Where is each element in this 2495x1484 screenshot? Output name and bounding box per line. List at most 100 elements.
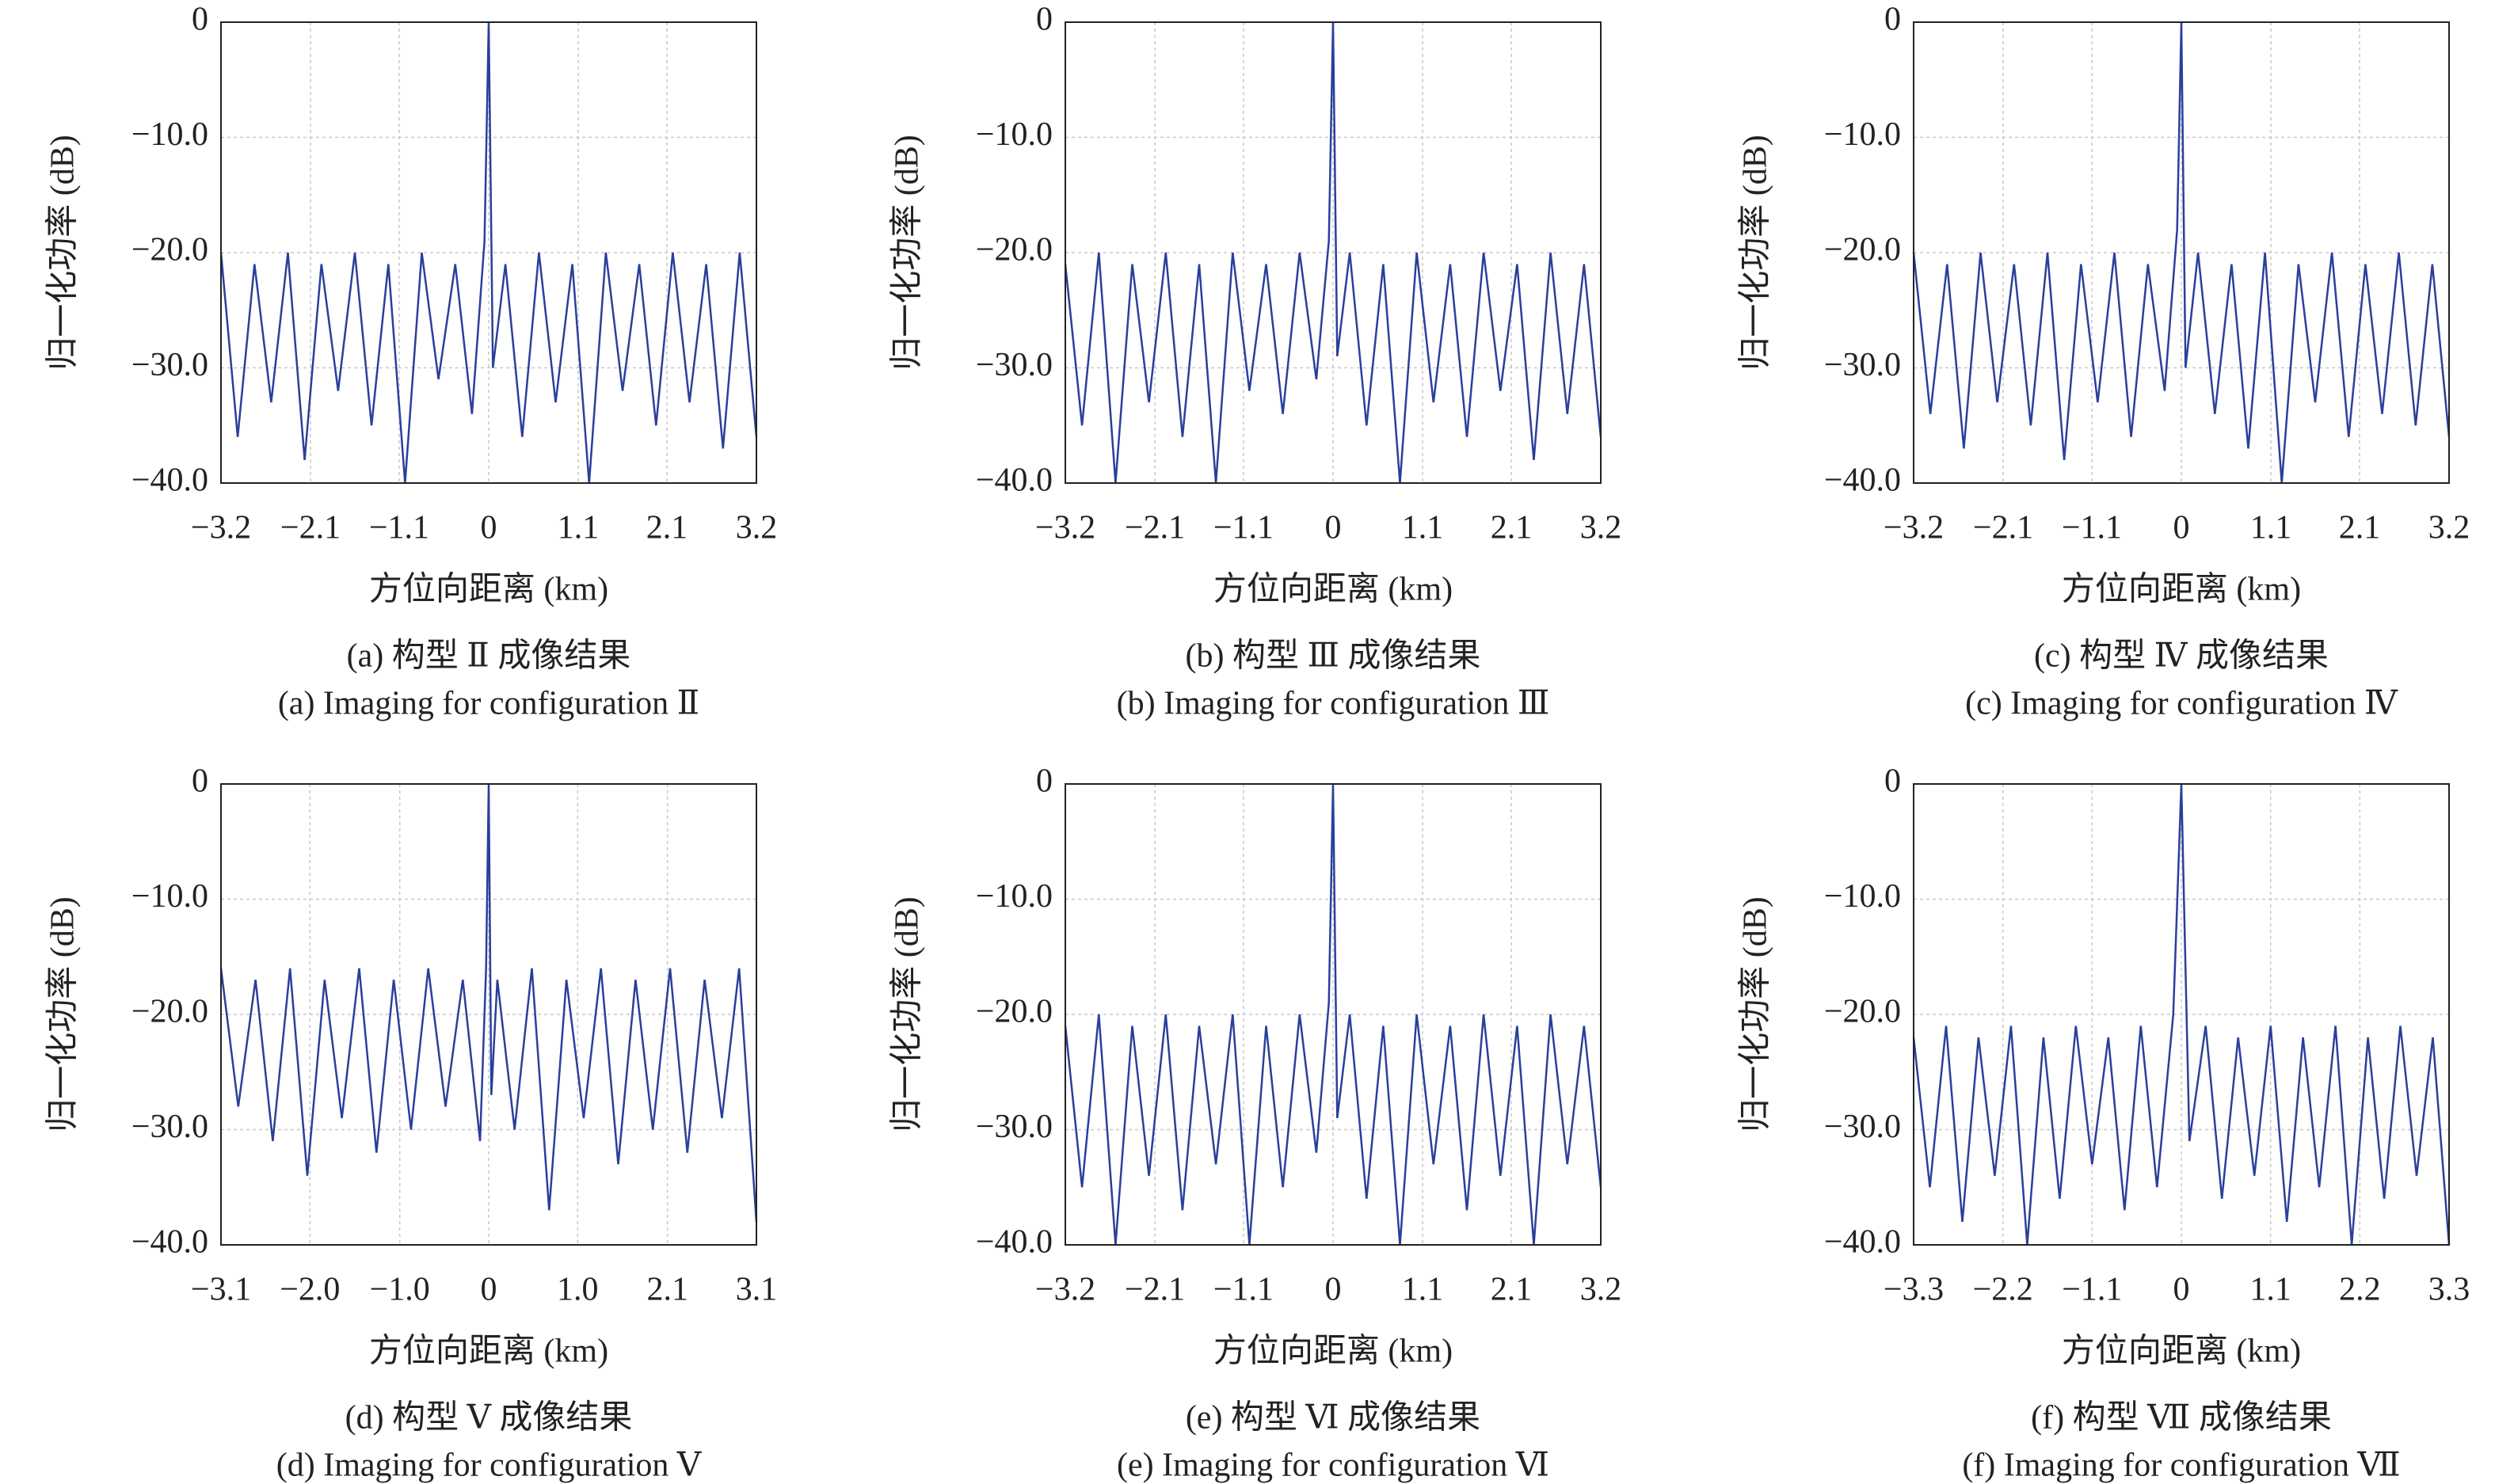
y-axis-label: 归一化功率 (dB) (889, 135, 926, 371)
caption: (f) 构型 Ⅶ 成像结果 (2031, 1400, 2332, 1436)
caption: (f) Imaging for configuration Ⅶ (1962, 1448, 2400, 1484)
caption: (d) 构型 Ⅴ 成像结果 (345, 1400, 633, 1436)
x-tick-label: 2.1 (1491, 510, 1533, 546)
y-tick-label: −40.0 (131, 1224, 208, 1261)
x-tick-label: 0 (1325, 510, 1342, 546)
caption: (b) Imaging for configuration Ⅲ (1117, 686, 1550, 722)
caption: (c) Imaging for configuration Ⅳ (1965, 686, 2398, 722)
y-tick-label: −30.0 (976, 1109, 1053, 1145)
y-tick-label: −20.0 (131, 232, 208, 268)
x-tick-label: −2.1 (1125, 1272, 1185, 1308)
x-tick-label: 0 (2173, 510, 2190, 546)
x-tick-label: 3.3 (2428, 1272, 2470, 1308)
x-tick-label: 2.2 (2339, 1272, 2381, 1308)
x-tick-label: 0 (481, 1272, 497, 1308)
y-tick-label: −10.0 (976, 878, 1053, 915)
y-tick-label: −20.0 (976, 232, 1053, 268)
x-tick-label: 3.2 (736, 510, 778, 546)
y-tick-label: 0 (1036, 763, 1053, 800)
x-tick-label: 1.1 (1402, 510, 1444, 546)
x-tick-label: −3.2 (1035, 510, 1095, 546)
x-tick-label: 3.2 (2428, 510, 2470, 546)
x-tick-label: 2.1 (1491, 1272, 1533, 1308)
x-tick-label: 1.1 (2249, 1272, 2291, 1308)
x-tick-label: −2.0 (280, 1272, 340, 1308)
caption: (a) 构型 Ⅱ 成像结果 (347, 638, 631, 675)
y-tick-label: −10.0 (131, 116, 208, 153)
x-tick-label: 3.2 (1580, 1272, 1622, 1308)
x-tick-label: 2.1 (2339, 510, 2381, 546)
y-axis-label: 归一化功率 (dB) (889, 896, 926, 1132)
y-tick-label: 0 (1884, 763, 1901, 800)
x-tick-label: 2.1 (646, 1272, 688, 1308)
plot-frame (1913, 783, 2450, 1246)
x-tick-label: 0 (2173, 1272, 2190, 1308)
x-tick-label: −2.1 (1125, 510, 1185, 546)
x-tick-label: −3.1 (191, 1272, 251, 1308)
x-axis-label: 方位向距离 (km) (1213, 1333, 1453, 1370)
caption: (d) Imaging for configuration Ⅴ (276, 1448, 702, 1484)
x-axis-label: 方位向距离 (km) (2062, 571, 2301, 608)
x-axis-label: 方位向距离 (km) (369, 1333, 608, 1370)
y-tick-label: −20.0 (1824, 232, 1901, 268)
x-tick-label: 3.1 (736, 1272, 778, 1308)
x-axis-label: 方位向距离 (km) (2062, 1333, 2301, 1370)
plot-frame (1065, 783, 1602, 1246)
x-tick-label: −1.1 (369, 510, 429, 546)
y-tick-label: 0 (192, 2, 208, 38)
x-tick-label: −2.2 (1973, 1272, 2033, 1308)
x-tick-label: 2.1 (646, 510, 688, 546)
caption: (b) 构型 Ⅲ 成像结果 (1186, 638, 1481, 675)
x-tick-label: −3.2 (1884, 510, 1944, 546)
x-tick-label: −1.1 (1213, 1272, 1274, 1308)
x-tick-label: −2.1 (280, 510, 341, 546)
plot-frame (1065, 21, 1602, 484)
x-tick-label: 0 (481, 510, 497, 546)
y-tick-label: −40.0 (131, 462, 208, 499)
y-tick-label: −20.0 (976, 994, 1053, 1030)
caption: (c) 构型 Ⅳ 成像结果 (2034, 638, 2329, 675)
x-tick-label: −1.1 (1213, 510, 1274, 546)
signal-line (219, 783, 758, 1222)
caption: (e) 构型 Ⅵ 成像结果 (1186, 1400, 1480, 1436)
y-tick-label: −40.0 (976, 1224, 1053, 1261)
x-tick-label: 3.2 (1580, 510, 1622, 546)
x-tick-label: 1.1 (2250, 510, 2292, 546)
y-tick-label: −20.0 (131, 994, 208, 1030)
x-tick-label: −3.2 (1035, 1272, 1095, 1308)
y-tick-label: −30.0 (131, 347, 208, 383)
y-tick-label: −40.0 (976, 462, 1053, 499)
x-tick-label: −1.1 (2062, 510, 2122, 546)
y-axis-label: 归一化功率 (dB) (1737, 896, 1774, 1132)
y-tick-label: 0 (192, 763, 208, 800)
x-tick-label: −2.1 (1973, 510, 2033, 546)
plot-frame (220, 21, 757, 484)
x-tick-label: −3.2 (191, 510, 251, 546)
caption: (a) Imaging for configuration Ⅱ (278, 686, 699, 722)
y-axis-label: 归一化功率 (dB) (44, 896, 82, 1132)
y-tick-label: −30.0 (976, 347, 1053, 383)
plot-frame (1913, 21, 2450, 484)
x-tick-label: 0 (1325, 1272, 1342, 1308)
x-tick-label: 1.1 (558, 510, 600, 546)
y-tick-label: 0 (1036, 2, 1053, 38)
y-tick-label: −10.0 (131, 878, 208, 915)
x-tick-label: −1.0 (370, 1272, 430, 1308)
y-tick-label: −30.0 (1824, 347, 1901, 383)
plot-frame (220, 783, 757, 1246)
x-tick-label: −3.3 (1884, 1272, 1944, 1308)
y-axis-label: 归一化功率 (dB) (1737, 135, 1774, 371)
y-axis-label: 归一化功率 (dB) (44, 135, 82, 371)
x-axis-label: 方位向距离 (km) (369, 571, 608, 608)
y-tick-label: 0 (1884, 2, 1901, 38)
x-axis-label: 方位向距离 (km) (1213, 571, 1453, 608)
y-tick-label: −30.0 (1824, 1109, 1901, 1145)
y-tick-label: −40.0 (1824, 462, 1901, 499)
y-tick-label: −30.0 (131, 1109, 208, 1145)
caption: (e) Imaging for configuration Ⅵ (1117, 1448, 1549, 1484)
y-tick-label: −10.0 (1824, 878, 1901, 915)
x-tick-label: 1.0 (557, 1272, 599, 1308)
y-tick-label: −10.0 (1824, 116, 1901, 153)
